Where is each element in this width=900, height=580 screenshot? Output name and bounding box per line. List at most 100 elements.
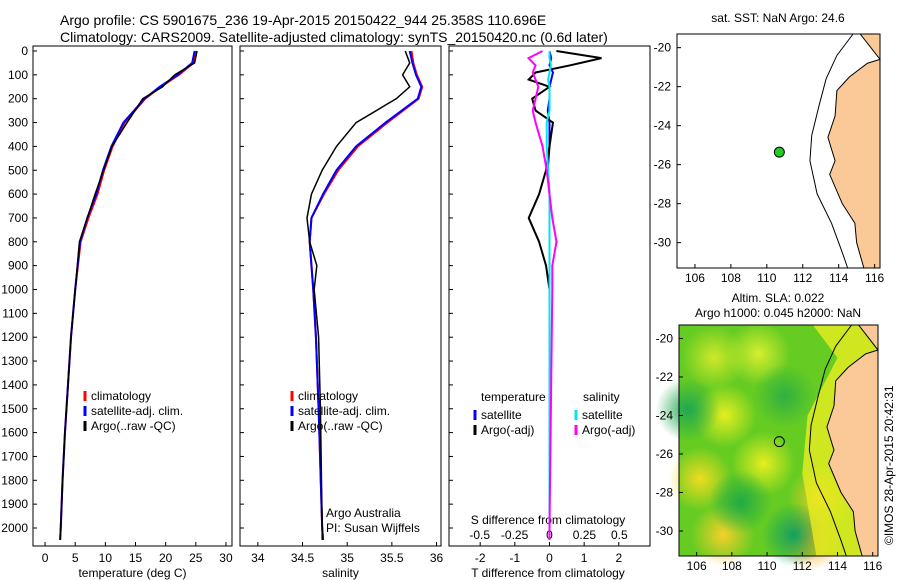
legend-label: climatology: [298, 389, 358, 403]
lon-tick-label: 110: [757, 559, 776, 573]
y-tick-label: 1600: [1, 426, 28, 440]
lat-tick-label: -22: [656, 370, 674, 384]
y-tick-label: 900: [8, 259, 28, 273]
series-line-S-Argo-adj-: [526, 50, 558, 540]
lat-tick-label: -20: [654, 41, 672, 55]
y-tick-label: 0: [21, 44, 28, 58]
sla-blob: [655, 377, 720, 442]
sla-map-title: Altim. SLA: 0.022: [732, 291, 825, 305]
lat-tick-label: -30: [656, 524, 674, 538]
x-axis-label: salinity: [322, 566, 359, 580]
x-tick-label: -2: [475, 551, 486, 565]
y-tick-label: 800: [8, 235, 28, 249]
x-tick-label: 15: [129, 551, 143, 565]
x-tick-label: 35.5: [380, 551, 404, 565]
x-tick-label: 30: [219, 551, 233, 565]
x-tick-label: 5: [72, 551, 79, 565]
sla-blob: [761, 502, 826, 567]
x-tick-label: 0: [546, 551, 553, 565]
y-tick-label: 1800: [1, 473, 28, 487]
plot-frame-temperature: [32, 45, 233, 547]
x2-tick-label: 0.5: [611, 528, 628, 542]
figure-title: Argo profile: CS 5901675_236 19-Apr-2015…: [60, 12, 547, 28]
x-tick-label: 35: [341, 551, 355, 565]
lat-tick-label: -26: [654, 158, 672, 172]
y-tick-label: 200: [8, 92, 28, 106]
lon-tick-label: 116: [863, 559, 882, 573]
legend-label: satellite: [481, 408, 522, 422]
x-tick-label: 34.5: [291, 551, 315, 565]
y-tick-label: 400: [8, 139, 28, 153]
sst-map-title: sat. SST: NaN Argo: 24.6: [711, 11, 845, 25]
lat-tick-label: -26: [656, 447, 674, 461]
lon-tick-label: 110: [757, 271, 776, 285]
x-tick-label: 34: [251, 551, 265, 565]
lat-tick-label: -30: [654, 236, 672, 250]
lat-tick-label: -24: [656, 408, 674, 422]
y-tick-label: 100: [8, 68, 28, 82]
sla-map-subtitle: Argo h1000: 0.045 h2000: NaN: [695, 306, 861, 320]
legend-label: satellite-adj. clim.: [298, 404, 390, 418]
map-sst-map: [676, 33, 881, 269]
y-tick-label: 500: [8, 163, 28, 177]
lon-tick-label: 114: [828, 559, 847, 573]
legend-label: Argo(-adj): [481, 423, 534, 437]
y-tick-label: 1400: [1, 378, 28, 392]
y-tick-label: 300: [8, 116, 28, 130]
legend-header: temperature: [481, 390, 546, 404]
series-line-climatology: [308, 50, 424, 540]
x-tick-label: 10: [99, 551, 113, 565]
map-sla-map: [655, 321, 879, 571]
x-tick-label: 0: [42, 551, 49, 565]
series-line-climatology: [59, 50, 197, 540]
lon-tick-label: 106: [687, 559, 707, 573]
imos-timestamp: ©IMOS 28-Apr-2015 20:42:31: [882, 385, 896, 545]
series-line-satellite-adj-clim-: [59, 50, 196, 540]
x-tick-label: 2: [615, 551, 622, 565]
legend-label: satellite: [582, 408, 623, 422]
series-line-T-Argo-adj-: [526, 50, 602, 540]
lon-tick-label: 116: [865, 271, 884, 285]
legend-header: salinity: [583, 390, 620, 404]
x-tick-label: 36: [430, 551, 444, 565]
x-tick-label: -1: [510, 551, 521, 565]
x-axis-label: temperature (deg C): [78, 566, 186, 580]
sla-blob: [752, 364, 817, 429]
plot-frame-salinity: [239, 45, 442, 547]
x2-tick-label: -0.5: [469, 528, 490, 542]
x2-axis-label: S difference from climatology: [471, 513, 626, 527]
credit-pi: PI: Susan Wijffels: [326, 521, 420, 535]
legend-label: satellite-adj. clim.: [91, 404, 183, 418]
legend-label: Argo(..raw -QC): [91, 419, 176, 433]
x-tick-label: 25: [189, 551, 203, 565]
series-line-Argo-raw-QC-: [59, 50, 198, 540]
lat-tick-label: -24: [654, 119, 672, 133]
map-frame: [678, 324, 879, 557]
x2-tick-label: -0.25: [501, 528, 529, 542]
x-tick-label: 20: [159, 551, 173, 565]
y-tick-label: 1900: [1, 497, 28, 511]
x2-tick-label: 0.25: [573, 528, 597, 542]
bathymetry-contour: [808, 324, 852, 557]
sla-blob: [708, 470, 773, 535]
land-australia: [827, 33, 881, 269]
x-tick-label: 1: [581, 551, 588, 565]
series-line-satellite-adj-clim-: [308, 50, 423, 540]
credit-org: Argo Australia: [326, 506, 401, 520]
y-tick-label: 1700: [1, 449, 28, 463]
y-tick-label: 600: [8, 187, 28, 201]
map-frame: [676, 33, 881, 269]
y-tick-label: 1300: [1, 354, 28, 368]
legend-label: Argo(..raw -QC): [298, 419, 383, 433]
lon-tick-label: 106: [685, 271, 705, 285]
legend-label: climatology: [91, 389, 151, 403]
lon-tick-label: 112: [793, 559, 812, 573]
y-tick-label: 2000: [1, 521, 28, 535]
y-tick-label: 1100: [2, 306, 28, 320]
lat-tick-label: -28: [656, 485, 674, 499]
argo-float-marker: [773, 436, 785, 448]
argo-float-marker: [773, 146, 785, 158]
bathymetry-contour: [809, 33, 854, 269]
legend-label: Argo(-adj): [582, 423, 635, 437]
